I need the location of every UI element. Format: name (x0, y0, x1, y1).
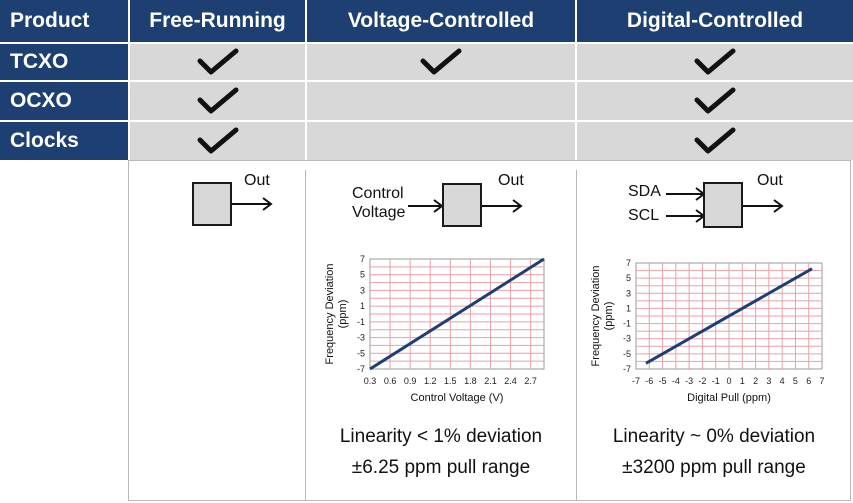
x-tick-label: -7 (632, 376, 640, 386)
y-tick-label: 1 (626, 303, 631, 313)
x-tick-label: 2.7 (524, 376, 537, 386)
row-label-ocxo: OCXO (0, 82, 128, 120)
column-divider-1 (305, 170, 306, 500)
y-tick-label: -7 (357, 364, 365, 374)
x-tick-label: -1 (712, 376, 720, 386)
x-axis-label: Digital Pull (ppm) (687, 392, 771, 404)
header-voltage-controlled: Voltage-Controlled (307, 0, 575, 42)
x-tick-label: -6 (645, 376, 653, 386)
x-tick-label: -2 (698, 376, 706, 386)
y-axis-label: Frequency Deviation(ppm) (590, 266, 615, 367)
x-tick-label: 2.1 (484, 376, 497, 386)
digital-chart: -7 -6 -5 -4 -3 -2 -1 0 1 2 3 4 5 6 7-7-5-3-11357Digita… (590, 258, 825, 404)
x-tick-label: 2.4 (504, 376, 517, 386)
digital-caption-linearity: Linearity ~ 0% deviation (612, 426, 816, 447)
sda-label: SDA (628, 183, 661, 200)
y-tick-label: -5 (623, 349, 631, 359)
x-tick-label: 0 (726, 376, 731, 386)
y-tick-label: 1 (360, 301, 365, 311)
voltage-out-label: Out (498, 172, 524, 189)
y-tick-label: 3 (626, 288, 631, 298)
check-icon (694, 48, 736, 75)
y-axis-label-line: (ppm) (337, 300, 349, 329)
x-tick-label: 5 (793, 376, 798, 386)
sda-in-arrow (666, 187, 706, 201)
cell-tcxo-digital-controlled (577, 44, 853, 80)
voltage-in-arrow (408, 199, 444, 213)
x-tick-label: 3 (766, 376, 771, 386)
voltage-out-arrow (482, 199, 523, 213)
voltage-caption-range: ±6.25 ppm pull range (351, 457, 531, 478)
check-icon (420, 48, 462, 75)
cell-clocks-digital-controlled (577, 122, 853, 160)
header-digital-controlled: Digital-Controlled (577, 0, 853, 42)
voltage-caption-linearity: Linearity < 1% deviation (339, 426, 543, 447)
series-line (645, 267, 813, 365)
x-tick-label: 0.9 (404, 376, 417, 386)
voltage-chart: 0.3 0.6 0.9 1.2 1.5 1.8 2.1 2.4 2.7 -7 -5 -3 -1 1 3 5 7 C… (324, 254, 545, 404)
check-icon (197, 87, 238, 114)
free-running-out-label: Out (244, 172, 270, 189)
y-axis-label-line: Frequency Deviation (324, 264, 336, 365)
scl-in-arrow (666, 209, 706, 223)
x-tick-label: -5 (659, 376, 667, 386)
cell-ocxo-voltage-controlled (307, 82, 575, 120)
row-label-clocks: Clocks (0, 122, 128, 160)
y-tick-label: 5 (626, 273, 631, 283)
voltage-controlled-block (442, 183, 482, 227)
digital-controlled-block (703, 182, 743, 228)
cell-ocxo-digital-controlled (577, 82, 853, 120)
y-tick-label: -1 (623, 319, 631, 329)
cell-ocxo-free-running (130, 82, 305, 120)
y-tick-label: -3 (357, 333, 365, 343)
x-tick-label: 7 (819, 376, 824, 386)
x-tick-label: 0.6 (384, 376, 397, 386)
free-running-out-arrow (232, 197, 273, 211)
check-icon (694, 87, 736, 114)
x-tick-label: -3 (685, 376, 693, 386)
header-product: Product (0, 0, 128, 42)
cell-clocks-voltage-controlled (307, 122, 575, 160)
cell-tcxo-free-running (130, 44, 305, 80)
check-icon (197, 48, 238, 75)
voltage-input-label-line1: Control (352, 185, 404, 202)
x-tick-label: 2 (753, 376, 758, 386)
scl-label: SCL (628, 207, 660, 224)
x-tick-label: 6 (806, 376, 811, 386)
voltage-input-label-line2: Voltage (352, 204, 406, 221)
check-icon (197, 127, 238, 154)
x-tick-label: 1.5 (444, 376, 457, 386)
y-axis-label: Frequency Deviation(ppm) (324, 264, 349, 365)
x-tick-label: 1.8 (464, 376, 477, 386)
column-divider-2 (576, 170, 577, 500)
y-axis-label-line: Frequency Deviation (590, 266, 602, 367)
x-tick-label: 0.3 (364, 376, 377, 386)
digital-out-arrow (743, 199, 784, 213)
x-tick-label: 1.2 (424, 376, 437, 386)
x-tick-label: 1 (740, 376, 745, 386)
y-axis-label-line: (ppm) (603, 302, 615, 331)
series-line (369, 257, 545, 371)
digital-caption-range: ±3200 ppm pull range (622, 457, 806, 478)
y-tick-label: -7 (623, 364, 631, 374)
y-tick-label: -5 (357, 348, 365, 358)
y-tick-label: -3 (623, 334, 631, 344)
free-running-block (192, 182, 232, 226)
header-free-running: Free-Running (130, 0, 305, 42)
y-tick-label: 5 (360, 270, 365, 280)
row-label-tcxo: TCXO (0, 44, 128, 80)
y-tick-label: -1 (357, 317, 365, 327)
x-tick-label: 4 (780, 376, 785, 386)
y-tick-label: 7 (360, 254, 365, 264)
cell-tcxo-voltage-controlled (307, 44, 575, 80)
y-tick-label: 3 (360, 285, 365, 295)
cell-clocks-free-running (130, 122, 305, 160)
digital-out-label: Out (757, 172, 783, 189)
y-tick-label: 7 (626, 258, 631, 268)
x-tick-label: -4 (672, 376, 680, 386)
check-icon (694, 127, 736, 154)
x-axis-label: Control Voltage (V) (411, 392, 504, 404)
